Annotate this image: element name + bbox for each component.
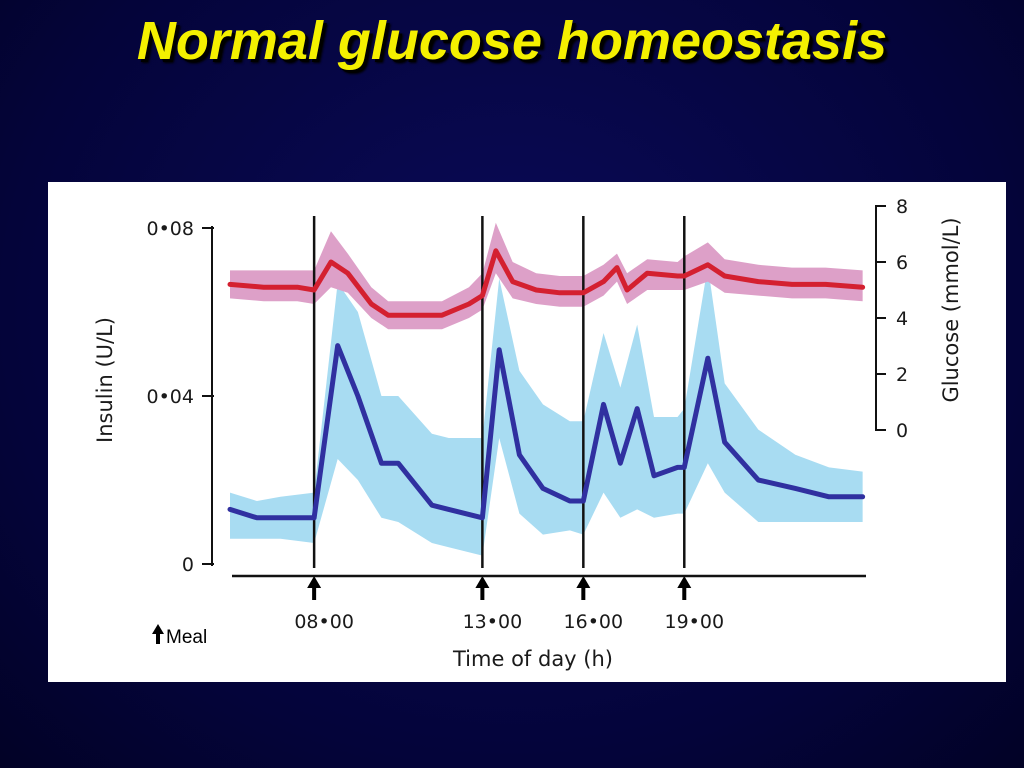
- x-axis-label: Time of day (h): [452, 647, 613, 671]
- x-tick-label: 19•00: [665, 611, 725, 633]
- y-right-tick-label: 2: [896, 364, 908, 386]
- insulin-range-band: [230, 265, 863, 556]
- y-axis-right-label: Glucose (mmol/L): [939, 217, 963, 402]
- axes: 08•00 13•00 16•00 19•00 0 0•04 0•08 0 2 4 6 8: [147, 196, 909, 633]
- y-right-tick-label: 4: [896, 308, 908, 330]
- meal-legend-label: Meal: [166, 627, 207, 648]
- confidence-bands: [230, 222, 863, 556]
- y-right-tick-label: 6: [896, 252, 908, 274]
- y-axis-left-label: Insulin (U/L): [93, 317, 117, 443]
- meal-arrow-icon: [307, 576, 322, 600]
- meal-arrow-icon: [677, 576, 692, 600]
- x-tick-label: 13•00: [463, 611, 523, 633]
- y-right-tick-label: 8: [896, 196, 908, 218]
- y-left-tick-label: 0•08: [147, 218, 194, 240]
- x-tick-label: 08•00: [294, 611, 354, 633]
- y-right-tick-label: 0: [896, 420, 908, 442]
- insulin-line: [227, 343, 866, 521]
- x-tick-label: 16•00: [564, 611, 624, 633]
- chart-panel: 08•00 13•00 16•00 19•00 0 0•04 0•08 0 2 4 6 8 Insul…: [48, 182, 1006, 682]
- meal-arrow-icon: [576, 576, 591, 600]
- meal-arrow-icon: [152, 624, 164, 644]
- meal-arrow-icon: [475, 576, 490, 600]
- series-lines: [227, 248, 866, 521]
- y-left-tick-label: 0: [182, 554, 194, 576]
- slide-title: Normal glucose homeostasis: [136, 11, 888, 71]
- y-left-tick-label: 0•04: [147, 386, 194, 408]
- glucose-insulin-chart: 08•00 13•00 16•00 19•00 0 0•04 0•08 0 2 4 6 8 Insul…: [93, 196, 963, 671]
- glucose-range-band: [230, 222, 863, 330]
- meal-legend: Meal: [152, 624, 207, 648]
- glucose-line: [227, 248, 866, 318]
